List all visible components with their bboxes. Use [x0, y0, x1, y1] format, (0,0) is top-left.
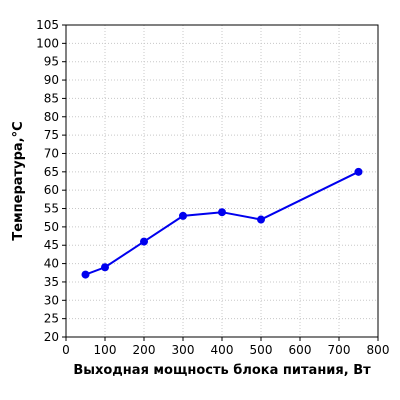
x-tick-label: 400 [211, 343, 234, 357]
data-point [81, 270, 90, 279]
series-group [81, 167, 363, 279]
x-axis-ticks: 0 100 200 300 400 500 600 700 800 [62, 337, 389, 357]
y-tick-label: 90 [44, 73, 59, 87]
y-tick-label: 55 [44, 202, 59, 216]
x-tick-label: 100 [94, 343, 117, 357]
y-tick-label: 40 [44, 257, 59, 271]
data-point [218, 208, 226, 217]
x-axis-label: Выходная мощность блока питания, Вт [73, 363, 371, 378]
y-tick-label: 105 [36, 18, 59, 32]
x-tick-label: 600 [289, 343, 312, 357]
y-tick-label: 45 [44, 238, 59, 252]
data-point [101, 263, 109, 272]
data-point [179, 211, 187, 220]
y-tick-label: 60 [44, 183, 59, 197]
y-tick-label: 80 [44, 110, 59, 124]
data-point [354, 167, 363, 176]
y-axis-label: Температура,°С [11, 121, 26, 240]
x-tick-label: 0 [62, 343, 70, 357]
y-tick-label: 65 [44, 165, 59, 179]
y-tick-label: 70 [44, 146, 59, 160]
x-tick-label: 700 [328, 343, 351, 357]
y-tick-label: 35 [44, 275, 59, 289]
y-tick-label: 50 [44, 220, 59, 234]
y-axis-ticks: 20 25 30 35 40 45 50 55 60 65 70 75 80 85 90 95 100 105 [36, 18, 66, 344]
data-point [140, 237, 148, 246]
y-tick-label: 20 [44, 330, 59, 344]
y-tick-label: 95 [44, 55, 59, 69]
x-tick-label: 300 [172, 343, 195, 357]
x-tick-label: 200 [133, 343, 156, 357]
y-tick-label: 75 [44, 128, 59, 142]
y-tick-label: 30 [44, 293, 59, 307]
grid [66, 25, 378, 337]
y-tick-label: 25 [44, 312, 59, 326]
y-tick-label: 85 [44, 91, 59, 105]
data-point [257, 215, 265, 224]
x-tick-label: 800 [367, 343, 390, 357]
x-tick-label: 500 [250, 343, 273, 357]
y-tick-label: 100 [36, 36, 59, 50]
